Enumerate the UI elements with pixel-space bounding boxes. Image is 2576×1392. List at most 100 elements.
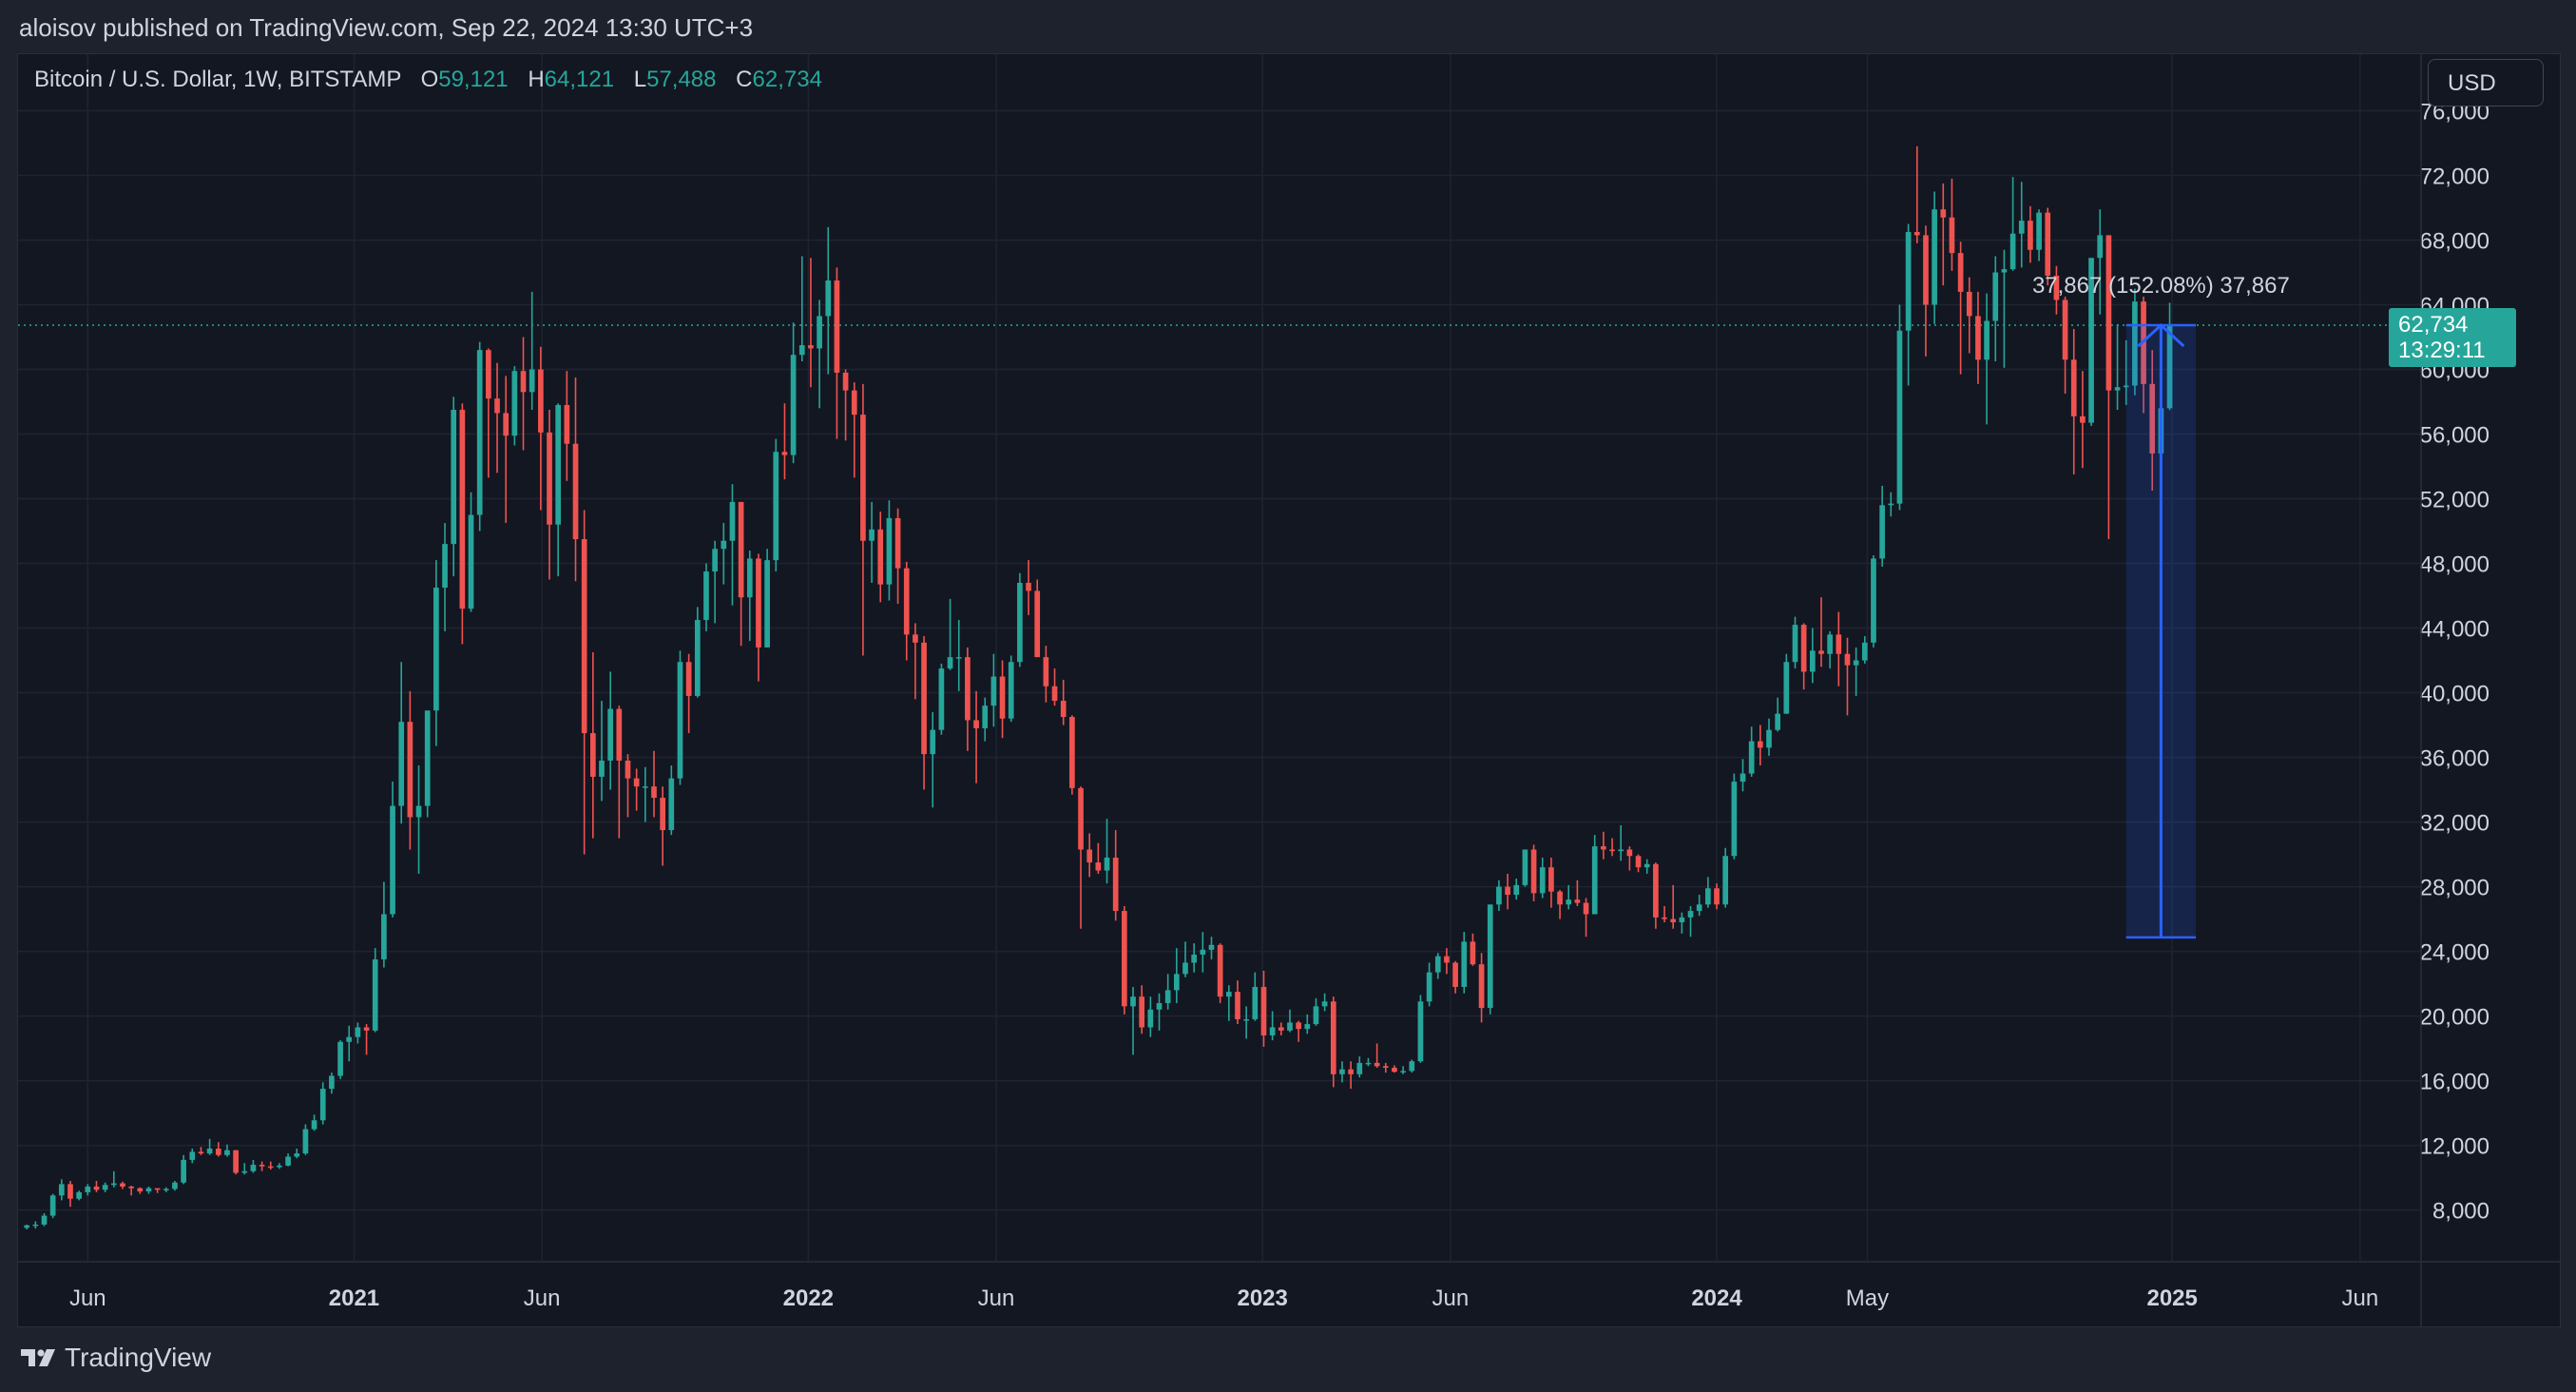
candle-body <box>1461 941 1468 987</box>
candle-body <box>1522 849 1528 885</box>
candle <box>2045 207 2051 286</box>
candle-body <box>642 786 648 788</box>
candle-body <box>1966 291 1972 317</box>
candle-body <box>721 540 727 550</box>
candle <box>947 598 953 670</box>
candle <box>1679 912 1685 934</box>
candle <box>1330 996 1336 1088</box>
candle <box>547 410 552 580</box>
candle <box>398 662 405 824</box>
candle <box>198 1147 204 1155</box>
candle-body <box>930 729 936 755</box>
candle <box>1714 883 1720 910</box>
candle <box>860 383 866 656</box>
y-tick-label: 44,000 <box>2420 617 2489 643</box>
candle-body <box>1217 944 1223 997</box>
candle-body <box>1896 330 1903 504</box>
candle <box>1478 953 1485 1023</box>
candle-body <box>564 404 570 444</box>
candle-body <box>1269 1027 1276 1035</box>
tradingview-brand[interactable]: TradingView <box>19 1343 211 1373</box>
candle-body <box>947 657 953 669</box>
candle-body <box>1470 941 1476 965</box>
candle <box>1382 1062 1389 1073</box>
candle <box>285 1153 291 1167</box>
candle-body <box>990 676 997 706</box>
candle <box>468 492 474 612</box>
currency-button[interactable]: USD <box>2428 59 2544 106</box>
candle <box>729 484 736 606</box>
candle <box>1809 628 1816 684</box>
candle <box>790 322 797 464</box>
candle <box>1574 880 1581 906</box>
candle-body <box>764 560 770 648</box>
candle-body <box>1095 862 1102 871</box>
candle <box>2080 371 2086 469</box>
candle-body <box>311 1120 317 1130</box>
candle-body <box>1296 1022 1301 1030</box>
candle-body <box>1434 956 1441 973</box>
candle-body <box>1574 899 1581 903</box>
candle-body <box>346 1036 353 1042</box>
candle <box>1530 844 1537 901</box>
candle <box>1844 637 1851 716</box>
candle <box>267 1161 274 1170</box>
candle <box>555 403 562 577</box>
candle <box>1748 726 1755 777</box>
candle-body <box>781 452 788 455</box>
candle <box>1164 974 1171 1010</box>
candle-body <box>877 529 884 585</box>
candle <box>120 1181 125 1189</box>
candle-body <box>1853 660 1859 666</box>
candle <box>1740 759 1746 792</box>
candle <box>2132 288 2138 396</box>
candle-body <box>860 415 866 541</box>
candle <box>58 1179 65 1201</box>
candle-body <box>1957 253 1964 292</box>
candle-body <box>1417 1001 1424 1062</box>
candle <box>1827 630 1833 669</box>
candle <box>1896 304 1903 511</box>
candle <box>677 650 683 785</box>
price-chart[interactable]: 37,867 (152.08%) 37,867 8,000 12,000 16,00… <box>18 54 2560 1326</box>
candle-body <box>607 708 614 761</box>
y-tick-label: 20,000 <box>2420 1005 2489 1031</box>
candle <box>1775 697 1781 732</box>
candle-body <box>834 280 840 373</box>
candle <box>607 671 614 790</box>
candle <box>1417 995 1424 1063</box>
candle <box>1913 145 1920 243</box>
candle <box>476 341 483 532</box>
chart-frame[interactable]: 37,867 (152.08%) 37,867 8,000 12,000 16,00… <box>17 53 2561 1327</box>
candle-body <box>1208 944 1215 950</box>
candle <box>1601 831 1606 860</box>
candle <box>1060 679 1067 725</box>
candle-body <box>1618 849 1624 852</box>
candle-body <box>476 350 483 515</box>
candle-body <box>1513 884 1520 896</box>
candle <box>773 438 779 572</box>
candle-body <box>1008 662 1014 719</box>
candle <box>302 1124 309 1155</box>
candle-body <box>355 1027 361 1037</box>
candle-body <box>215 1148 221 1155</box>
candle-body <box>1818 650 1824 654</box>
candle-body <box>1557 891 1563 905</box>
candle-body <box>1679 917 1685 922</box>
y-tick-label: 32,000 <box>2420 811 2489 837</box>
candle-body <box>1104 857 1110 871</box>
candle-body <box>67 1184 73 1199</box>
candle <box>685 653 692 734</box>
candle-body <box>1069 717 1075 788</box>
candle <box>1130 986 1136 1055</box>
candle <box>1470 933 1476 966</box>
candle <box>1548 857 1554 908</box>
candle <box>1626 846 1633 871</box>
candle <box>2028 205 2033 263</box>
candle <box>1409 1059 1415 1073</box>
candle <box>1374 1043 1380 1068</box>
candle-body <box>1626 849 1633 857</box>
tradingview-logo-icon <box>21 1349 55 1366</box>
candle-body <box>1975 316 1981 360</box>
candle <box>1260 970 1267 1047</box>
